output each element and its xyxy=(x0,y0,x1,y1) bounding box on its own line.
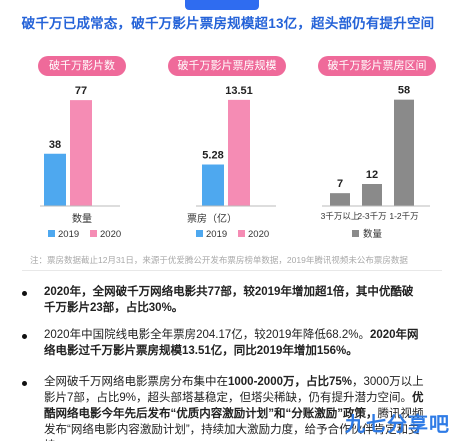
legend-swatch-1-2020 xyxy=(238,230,245,237)
data-label-range-2: 58 xyxy=(398,85,410,97)
panel-title-count: 破千万影片数量 xyxy=(38,56,126,92)
legend-swatch-0-2019 xyxy=(48,230,55,237)
page-headline: 破千万已成常态，破千万影片票房规模超13亿，超头部仍有提升空间 xyxy=(21,16,435,31)
bullet-3 xyxy=(22,381,27,386)
bar-range-2 xyxy=(394,99,414,206)
divider xyxy=(22,270,442,271)
watermark-logo: 九七分享吧 xyxy=(345,414,450,436)
source-note: 注：票房数据截止12月31日，来源于优爱腾公开发布票房榜单数据，2019年腾讯视… xyxy=(30,255,408,265)
charts-canvas: 38 77 数量 2019 2020 5.28 13.51 票房（亿） 2019 2020 7 3千万… xyxy=(40,85,430,240)
panel-title-boxoffice: 破千万影片票房规模 xyxy=(168,56,286,76)
data-label-boxoffice-2019: 5.28 xyxy=(202,150,223,162)
legend-swatch-0-2020 xyxy=(90,230,97,237)
bar-boxoffice-2020 xyxy=(228,99,250,206)
paragraph-2-text-b: 2020年网络电影过千万影片票房规模13.51亿，同比2019年增加156%。 xyxy=(44,329,419,357)
legend-label-1-2020: 2020 xyxy=(248,229,269,240)
bar-count-2019 xyxy=(44,153,66,206)
legend-label-0-2020: 2020 xyxy=(100,229,121,240)
data-label-count-2019: 38 xyxy=(49,139,61,151)
legend-label-1-2019: 2019 xyxy=(206,229,227,240)
paragraph-3-text-b: 1000-2000万，占比75% xyxy=(228,376,353,388)
legend-label-range: 数量 xyxy=(363,228,383,240)
bullet-2 xyxy=(22,334,27,339)
data-label-range-0: 7 xyxy=(337,178,343,190)
paragraph-3-text-e: 腾讯视频发布“网络电影内容激励计划”，持续加大激励力度，给予合作伙伴肯定和支持。 xyxy=(44,408,424,441)
category-label-range-1: 2-3千万 xyxy=(357,211,386,221)
bullet-1 xyxy=(22,291,27,296)
data-label-boxoffice-2020: 13.51 xyxy=(225,85,253,97)
legend-label-0-2019: 2019 xyxy=(58,229,79,240)
bar-count-2020 xyxy=(70,100,92,206)
paragraph-2-text-a: 2020年中国院线电影全年票房204.17亿，较2019年降低68.2%。 xyxy=(44,329,370,341)
paragraph-3-text-a: 全网破千万网络电影票房分布集中在 xyxy=(44,376,228,388)
paragraph-2: 2020年中国院线电影全年票房204.17亿，较2019年降低68.2%。202… xyxy=(44,327,424,359)
data-label-range-1: 12 xyxy=(366,169,378,181)
paragraph-1-text: 2020年，全网破千万网络电影共77部，较2019年增加超1倍，其中优酷破千万影… xyxy=(44,286,414,314)
section-tab xyxy=(185,0,259,10)
panel-title-range: 破千万影片票房区间 xyxy=(318,56,436,76)
paragraph-3-text-c: ，3000万以上影片7部，占比9%，超头部塔基稳定，但塔尖稀缺，仍有提升潜力空间… xyxy=(44,376,424,404)
data-label-count-2020: 77 xyxy=(75,85,87,97)
legend-swatch-1-2019 xyxy=(196,230,203,237)
bar-boxoffice-2019 xyxy=(202,164,224,206)
paragraph-3: 全网破千万网络电影票房分布集中在1000-2000万，占比75%，3000万以上… xyxy=(44,374,424,441)
paragraph-1: 2020年，全网破千万网络电影共77部，较2019年增加超1倍，其中优酷破千万影… xyxy=(44,284,424,316)
category-label-range-2: 1-2千万 xyxy=(389,211,418,221)
paragraph-3-text-d: 优酷网络电影今年先后发布“优质内容激励计划”和“分账激励”政策， xyxy=(44,392,424,420)
bar-range-1 xyxy=(362,184,382,206)
category-label-0: 数量 xyxy=(72,212,92,225)
legend-swatch-range xyxy=(352,230,359,237)
bar-range-0 xyxy=(330,193,350,206)
category-label-1: 票房（亿） xyxy=(187,212,237,225)
category-label-range-0: 3千万以上 xyxy=(321,211,360,221)
